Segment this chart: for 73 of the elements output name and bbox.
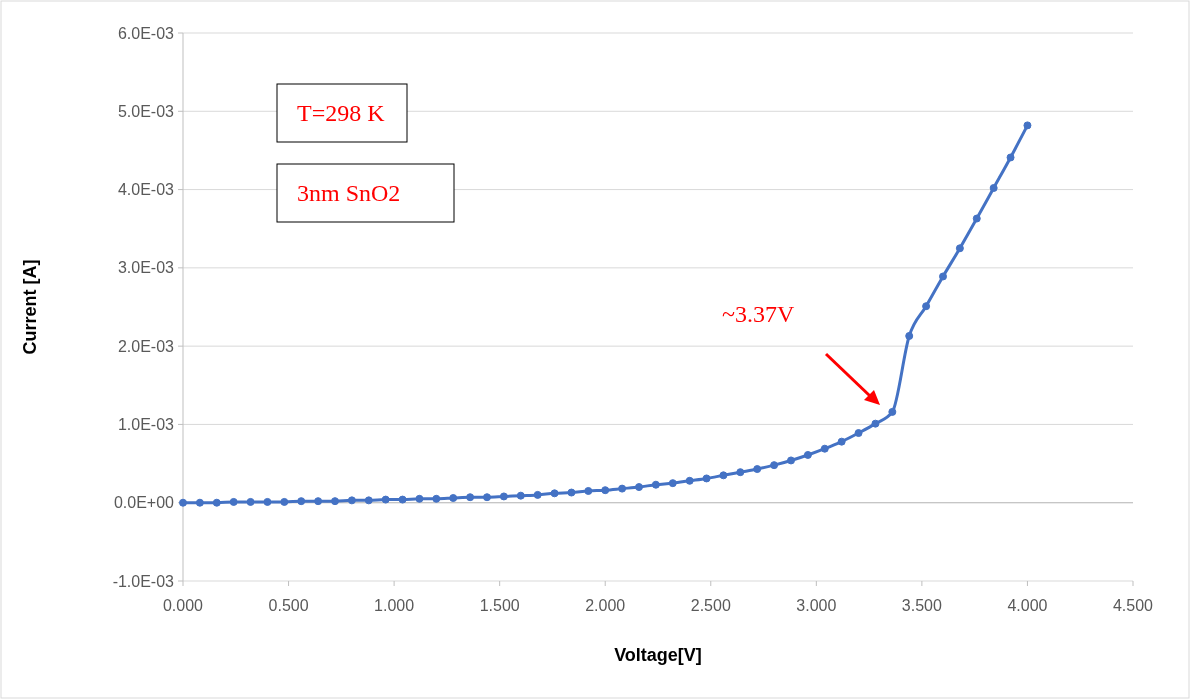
x-tick-label: 4.500 xyxy=(1112,597,1154,614)
point xyxy=(618,484,627,493)
point xyxy=(314,497,323,506)
x-tick-label: 1.000 xyxy=(374,597,415,614)
point xyxy=(567,488,576,497)
point xyxy=(770,461,779,470)
point xyxy=(415,494,424,503)
point xyxy=(297,497,306,506)
point xyxy=(905,331,914,340)
point xyxy=(787,456,795,465)
x-tick-label: 2.000 xyxy=(585,597,626,614)
point xyxy=(635,483,643,492)
point xyxy=(212,498,221,507)
y-axis-title: Current [A] xyxy=(20,259,40,355)
point xyxy=(381,495,390,504)
point xyxy=(753,465,762,474)
x-tick-label: 1.500 xyxy=(479,597,520,614)
point xyxy=(449,494,458,503)
x-tick-label: 4.000 xyxy=(1007,597,1048,614)
point xyxy=(1023,121,1032,130)
x-tick-label: 3.000 xyxy=(796,597,837,614)
point xyxy=(364,496,373,505)
point xyxy=(955,244,964,253)
x-tick-label: 0.000 xyxy=(162,597,204,614)
point xyxy=(347,496,356,505)
y-tick-label: 6.0E-03 xyxy=(117,24,175,42)
y-tick-label: 0.0E+00 xyxy=(113,494,175,512)
point xyxy=(331,497,339,506)
point xyxy=(820,444,829,453)
point xyxy=(550,489,559,498)
y-tick-label: 1.0E-03 xyxy=(117,416,175,434)
point xyxy=(668,479,677,488)
point xyxy=(972,214,981,223)
point xyxy=(516,491,525,500)
annotation: ~3.37V xyxy=(722,301,795,327)
y-tick-label: 2.0E-03 xyxy=(117,337,175,355)
point xyxy=(888,407,897,416)
point xyxy=(939,272,947,281)
annotation: T=298 K xyxy=(297,100,386,127)
point xyxy=(398,495,407,504)
annotation: 3nm SnO2 xyxy=(297,180,401,207)
point xyxy=(601,486,610,495)
x-tick-label: 0.500 xyxy=(268,597,309,614)
y-tick-label: -1.0E-03 xyxy=(112,572,175,590)
point xyxy=(263,497,272,506)
point xyxy=(584,486,593,495)
point xyxy=(685,476,694,485)
point xyxy=(280,497,289,506)
point xyxy=(719,471,728,480)
x-axis-title: Voltage[V] xyxy=(614,645,702,665)
point xyxy=(483,493,491,502)
point xyxy=(432,494,441,503)
point xyxy=(651,480,660,489)
point xyxy=(533,490,542,499)
point xyxy=(499,492,508,501)
point xyxy=(246,497,255,506)
y-tick-label: 3.0E-03 xyxy=(117,259,175,277)
point xyxy=(837,437,846,446)
point xyxy=(195,498,204,507)
point xyxy=(871,419,880,428)
point xyxy=(702,474,711,483)
point xyxy=(989,184,998,193)
point xyxy=(466,493,475,502)
y-tick-label: 5.0E-03 xyxy=(117,102,175,120)
point xyxy=(1006,153,1015,162)
x-tick-label: 3.500 xyxy=(901,597,943,614)
x-tick-label: 2.500 xyxy=(690,597,731,614)
point xyxy=(854,429,863,438)
point xyxy=(922,302,931,311)
point xyxy=(736,468,745,477)
point xyxy=(803,450,812,459)
point xyxy=(229,497,238,506)
y-tick-label: 4.0E-03 xyxy=(117,181,175,199)
